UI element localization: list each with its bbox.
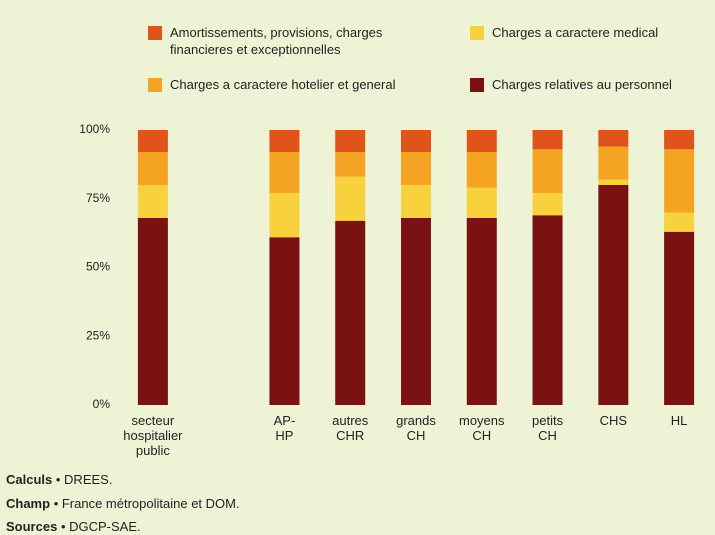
bar-segment xyxy=(532,193,563,216)
bar-segment xyxy=(466,152,497,188)
bar-segment xyxy=(269,237,300,405)
y-tick-label: 25% xyxy=(86,328,110,342)
bar-segment xyxy=(335,152,366,177)
note: Champ • France métropolitaine et DOM. xyxy=(6,496,240,511)
bar-segment xyxy=(269,130,300,152)
bar-segment xyxy=(137,130,168,152)
legend-label: Charges a caractere medical xyxy=(492,25,659,40)
bar-segment xyxy=(664,212,695,232)
bar-segment xyxy=(137,152,168,185)
note-label: Champ xyxy=(6,496,51,511)
note-text: • DREES. xyxy=(55,472,113,487)
x-tick-label: CHS xyxy=(599,413,628,428)
x-tick-label: grands CH xyxy=(396,413,436,443)
legend-swatch xyxy=(470,26,484,40)
x-tick-label: moyens CH xyxy=(459,413,505,443)
legend-label: Charges relatives au personnel xyxy=(492,77,672,92)
bar-segment xyxy=(466,218,497,405)
note: Calculs • DREES. xyxy=(6,472,112,487)
y-tick-label: 100% xyxy=(79,122,110,136)
bar-segment xyxy=(532,130,563,150)
note-label: Sources xyxy=(6,519,58,534)
note-text: • France métropolitaine et DOM. xyxy=(53,496,240,511)
bar-segment xyxy=(598,179,629,185)
bar-segment xyxy=(532,149,563,194)
y-tick-label: 75% xyxy=(86,191,110,205)
bar-segment xyxy=(335,130,366,152)
bar-segment xyxy=(664,130,695,150)
bar-segment xyxy=(598,185,629,405)
x-tick-label: HL xyxy=(670,413,688,428)
bar-segment xyxy=(664,231,695,405)
bar-segment xyxy=(335,220,366,405)
bar-segment xyxy=(664,149,695,213)
bar-segment xyxy=(401,130,431,152)
legend-label: Amortissements, provisions, charges fina… xyxy=(170,25,383,57)
bar-segment xyxy=(269,152,300,194)
bar-segment xyxy=(401,185,431,218)
bar-segment xyxy=(335,176,366,221)
bar-segment xyxy=(401,152,431,185)
legend-swatch xyxy=(148,78,162,92)
legend-label: Charges a caractere hotelier et general xyxy=(170,77,396,92)
bar-segment xyxy=(466,187,497,218)
bar-segment xyxy=(598,130,629,147)
x-tick-label: autres CHR xyxy=(332,413,369,443)
legend-swatch xyxy=(470,78,484,92)
note-label: Calculs xyxy=(6,472,53,487)
bar-segment xyxy=(137,218,168,405)
bar-segment xyxy=(532,215,563,405)
y-tick-label: 50% xyxy=(86,260,110,274)
x-tick-label: AP-HP xyxy=(273,413,296,443)
x-tick-label: secteur hospitalier public xyxy=(123,413,183,458)
bar-segment xyxy=(269,193,300,238)
bar-segment xyxy=(598,146,629,180)
bar-segment xyxy=(401,218,431,405)
y-tick-label: 0% xyxy=(93,397,111,411)
legend-swatch xyxy=(148,26,162,40)
bar-segment xyxy=(466,130,497,152)
x-tick-label: petits CH xyxy=(532,413,564,443)
note-text: • DGCP-SAE. xyxy=(60,519,141,534)
note: Sources • DGCP-SAE. xyxy=(6,519,141,534)
bar-segment xyxy=(137,185,168,218)
